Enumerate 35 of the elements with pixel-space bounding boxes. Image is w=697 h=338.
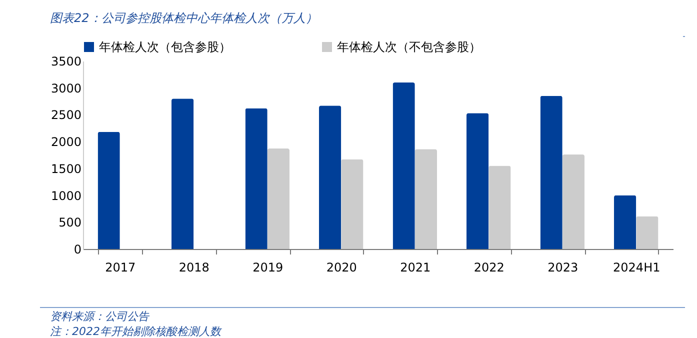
- bar: [341, 159, 364, 249]
- bar: [245, 108, 268, 249]
- x-tick-label: 2022: [474, 260, 504, 274]
- bar: [636, 216, 658, 249]
- x-tick-label: 2024H1: [613, 260, 660, 274]
- y-tick-label: 1500: [50, 162, 82, 176]
- text: 注：2022年开始剔除核酸检测人数: [50, 324, 221, 338]
- text: 资料来源：公司公告: [50, 309, 150, 324]
- legend-label: 年体检人次（包含参股）: [99, 40, 231, 54]
- x-tick-label: 2020: [326, 260, 357, 274]
- y-tick-label: 500: [58, 216, 82, 230]
- bar: [392, 82, 415, 249]
- x-tick-label: 2019: [252, 260, 284, 274]
- bar: [562, 154, 584, 249]
- bar: [98, 132, 120, 249]
- x-tick-label: 2017: [105, 260, 136, 274]
- y-tick-label: 3000: [50, 81, 82, 96]
- bar: [540, 96, 562, 249]
- y-tick-label: 1000: [50, 188, 82, 203]
- x-tick-label: 2018: [178, 260, 210, 274]
- x-tick-label: 2023: [548, 260, 578, 274]
- x-tick-label: 2021: [400, 260, 431, 274]
- y-tick-label: 3500: [50, 54, 82, 68]
- bar: [172, 98, 194, 249]
- y-tick-label: 0: [74, 242, 82, 256]
- y-tick-label: 2500: [50, 108, 82, 122]
- legend-label: 年体检人次（不包含参股）: [337, 40, 481, 54]
- chart-title: 图表22：公司参控股体检中心年体检人次（万人）: [50, 10, 318, 27]
- bar: [466, 113, 489, 249]
- bar: [414, 149, 437, 249]
- bar: [488, 166, 511, 249]
- bar: [267, 148, 290, 249]
- bar: [319, 106, 342, 249]
- y-tick-label: 2000: [50, 135, 82, 150]
- bar: [614, 195, 636, 249]
